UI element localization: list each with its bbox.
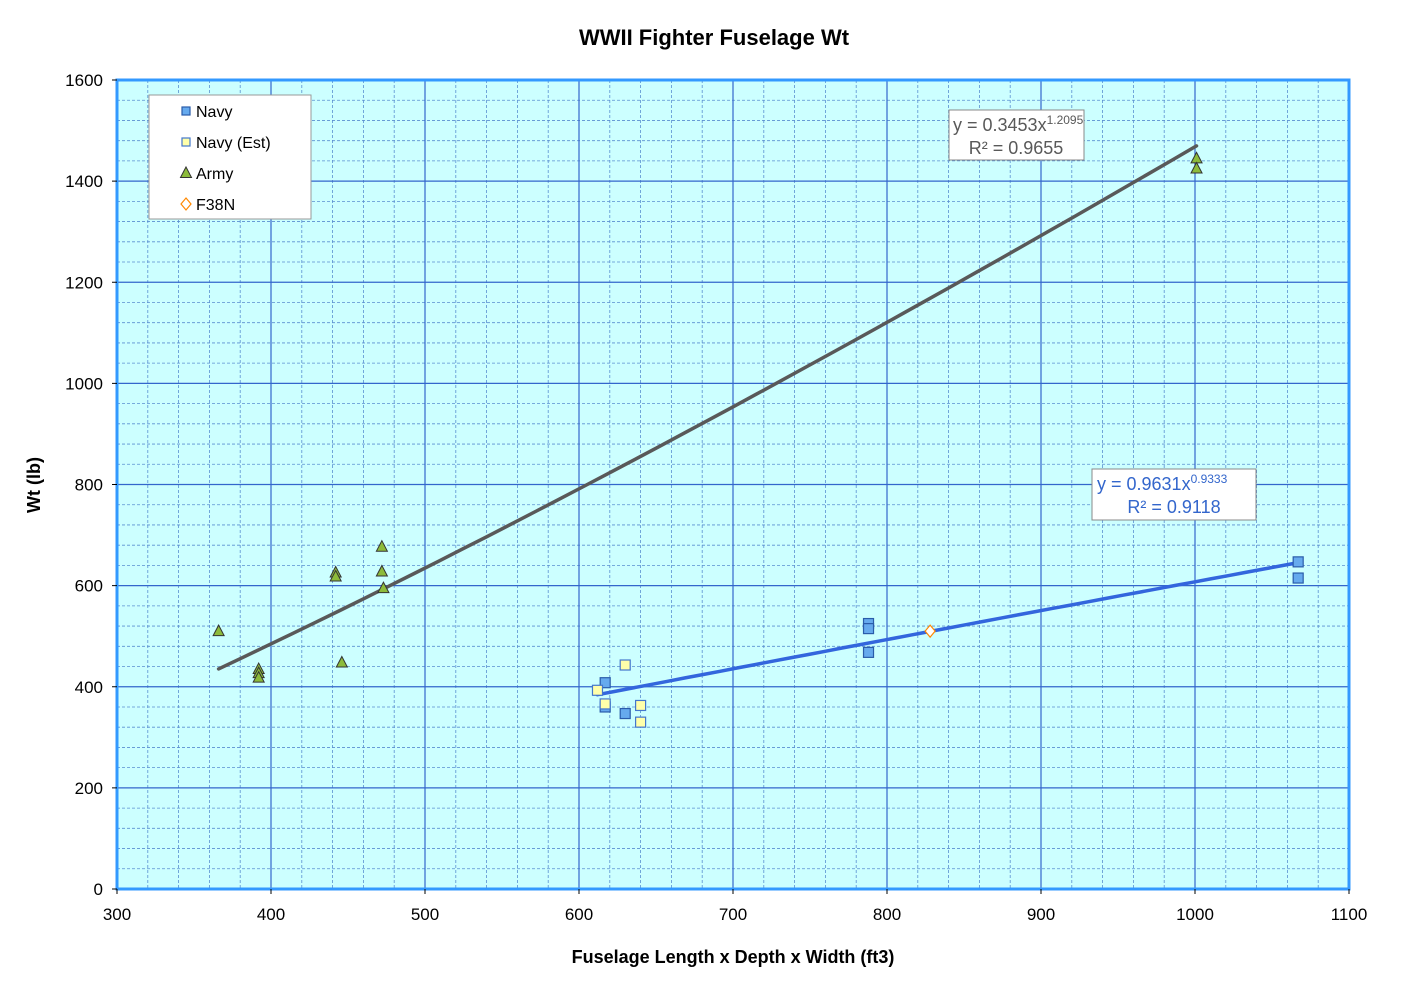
navy-est-point bbox=[634, 699, 647, 712]
navy-equation-frame bbox=[1091, 468, 1257, 521]
army-point bbox=[375, 539, 389, 552]
x-tick-label: 600 bbox=[565, 905, 593, 924]
navy-point bbox=[619, 707, 631, 720]
army-equation: y = 0.3453x1.2095 bbox=[953, 113, 1084, 135]
x-tick-label: 700 bbox=[719, 905, 747, 924]
legend-label-navy-est: Navy (Est) bbox=[196, 135, 271, 152]
navy-est-point bbox=[591, 684, 604, 696]
navy-equation-main: y = 0.9631x bbox=[1097, 474, 1191, 494]
navy-point bbox=[1292, 556, 1304, 568]
x-tick-label: 1100 bbox=[1331, 905, 1368, 924]
army-point bbox=[377, 581, 390, 594]
navy-est-point bbox=[634, 716, 647, 728]
f38n-point bbox=[924, 624, 936, 639]
army-equation-main: y = 0.3453x bbox=[953, 115, 1047, 135]
navy-est-point bbox=[619, 659, 631, 671]
army-point bbox=[329, 569, 343, 582]
navy-point bbox=[862, 646, 875, 658]
army-point bbox=[335, 655, 349, 668]
navy-equation-exponent: 0.9333 bbox=[1191, 472, 1228, 486]
y-tick-label: 1600 bbox=[65, 71, 103, 90]
navy-equation: y = 0.9631x0.9333 bbox=[1097, 472, 1228, 494]
y-axis-ticks: 0 200 400 600 800 1000 1200 1400 1600 bbox=[65, 71, 117, 899]
y-tick-label: 800 bbox=[75, 476, 103, 495]
x-tick-label: 300 bbox=[103, 905, 131, 924]
y-tick-label: 400 bbox=[75, 678, 103, 697]
navy-point bbox=[599, 677, 611, 689]
x-tick-label: 400 bbox=[257, 905, 285, 924]
army-point bbox=[375, 564, 389, 577]
legend-markers bbox=[179, 106, 193, 211]
army-equation-frame bbox=[948, 109, 1085, 161]
navy-trendline bbox=[595, 560, 1300, 697]
legend-marker-navy-est bbox=[181, 137, 191, 147]
x-axis-ticks: 300 400 500 600 700 800 900 1000 1100 bbox=[103, 889, 1367, 924]
data-markers bbox=[212, 151, 1304, 728]
legend-marker-f38n bbox=[180, 197, 192, 211]
x-tick-label: 500 bbox=[411, 905, 439, 924]
x-axis-label: Fuselage Length x Depth x Width (ft3) bbox=[572, 947, 895, 967]
legend-label-army: Army bbox=[196, 166, 233, 183]
legend-label-navy: Navy bbox=[196, 104, 232, 121]
army-point bbox=[212, 624, 225, 637]
navy-equation-box: y = 0.9631x0.9333 R² = 0.9118 bbox=[1091, 468, 1257, 521]
y-tick-label: 1200 bbox=[65, 273, 103, 292]
legend-marker-army bbox=[179, 165, 193, 178]
legend-frame bbox=[148, 94, 312, 220]
x-tick-label: 1000 bbox=[1176, 905, 1214, 924]
y-tick-label: 1000 bbox=[65, 374, 103, 393]
army-point bbox=[252, 670, 266, 683]
navy-r-squared: R² = 0.9118 bbox=[1127, 497, 1220, 517]
chart-title: WWII Fighter Fuselage Wt bbox=[579, 25, 850, 50]
navy-point bbox=[1292, 572, 1304, 584]
legend: Navy Navy (Est) Army F38N bbox=[148, 94, 312, 220]
navy-point bbox=[862, 623, 875, 635]
army-equation-exponent: 1.2095 bbox=[1047, 113, 1084, 127]
y-tick-label: 600 bbox=[75, 577, 103, 596]
y-tick-label: 200 bbox=[75, 779, 103, 798]
army-point bbox=[1190, 161, 1203, 174]
y-tick-label: 0 bbox=[94, 880, 103, 899]
y-tick-label: 1400 bbox=[65, 172, 103, 191]
x-tick-label: 800 bbox=[873, 905, 901, 924]
navy-est-point bbox=[599, 698, 611, 710]
legend-label-f38n: F38N bbox=[196, 197, 235, 214]
army-r-squared: R² = 0.9655 bbox=[969, 138, 1064, 158]
legend-marker-navy bbox=[181, 106, 191, 116]
x-tick-label: 900 bbox=[1027, 905, 1055, 924]
army-equation-box: y = 0.3453x1.2095 R² = 0.9655 bbox=[948, 109, 1085, 161]
y-axis-label: Wt (lb) bbox=[24, 457, 44, 513]
